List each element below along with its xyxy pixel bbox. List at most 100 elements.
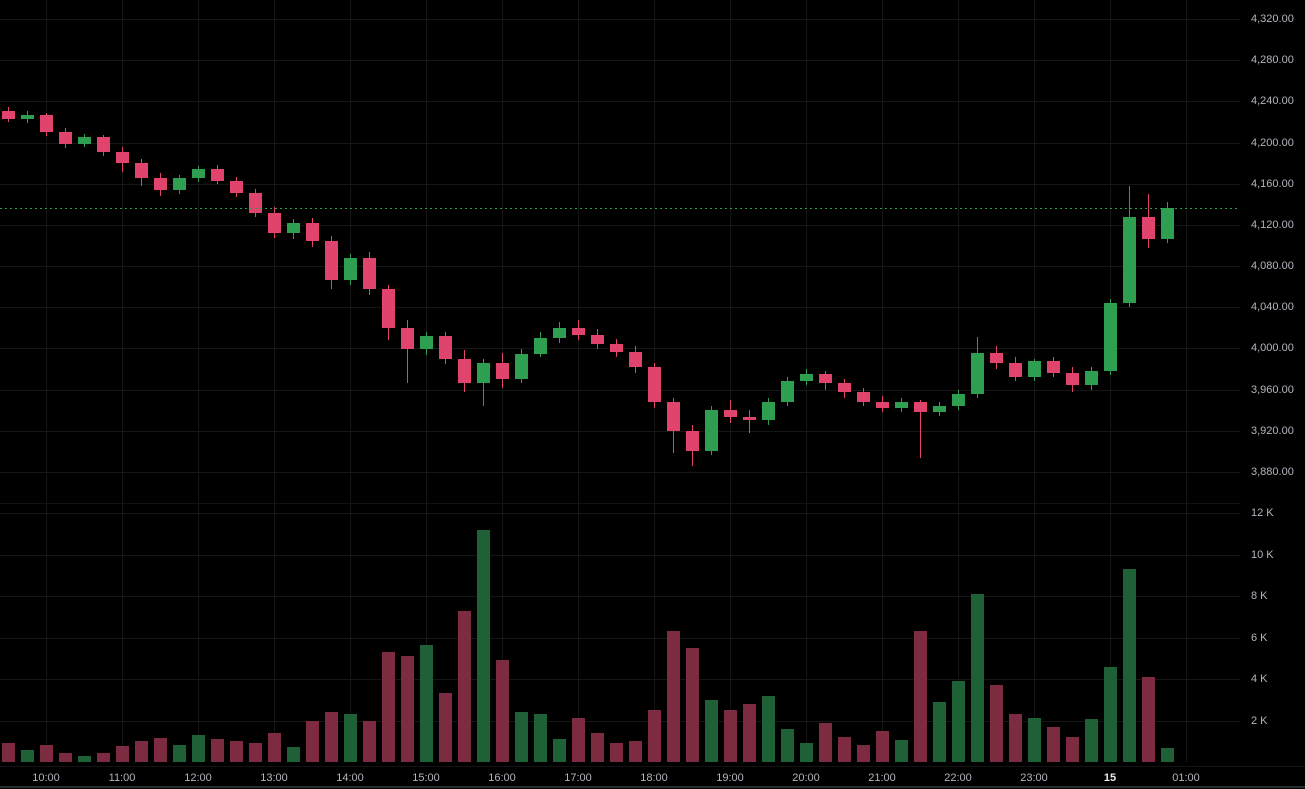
grid-line-horizontal xyxy=(0,430,1240,432)
volume-bar-up xyxy=(933,701,946,762)
candle-up xyxy=(1085,371,1098,386)
candle-up xyxy=(1028,360,1041,378)
volume-bar-down xyxy=(1066,737,1079,762)
grid-line-horizontal xyxy=(0,596,1240,598)
grid-line-vertical xyxy=(730,0,731,762)
candle-down xyxy=(629,351,642,367)
grid-line-horizontal xyxy=(0,679,1240,681)
volume-bar-up xyxy=(173,745,186,762)
grid-line-horizontal xyxy=(0,389,1240,391)
price-axis-label: 4,120.00 xyxy=(1251,218,1294,231)
volume-bar-up xyxy=(781,728,794,762)
grid-line-horizontal xyxy=(0,101,1240,103)
volume-bar-down xyxy=(724,710,737,762)
grid-line-vertical xyxy=(274,0,275,762)
price-axis-label: 4,320.00 xyxy=(1251,13,1294,25)
candle-wick-down xyxy=(749,410,750,433)
grid-line-vertical xyxy=(578,0,579,762)
grid-line-horizontal xyxy=(0,183,1240,185)
volume-bar-up xyxy=(705,699,718,762)
time-axis-label: 11:00 xyxy=(108,772,136,784)
volume-bar-up xyxy=(477,529,490,762)
candle-up xyxy=(553,327,566,339)
volume-bar-up xyxy=(1085,719,1098,762)
candle-down xyxy=(1066,373,1079,386)
candle-up xyxy=(800,374,813,382)
grid-line-horizontal xyxy=(0,554,1240,556)
candle-down xyxy=(914,401,927,413)
volume-bar-up xyxy=(192,735,205,762)
candle-up xyxy=(971,352,984,394)
candle-down xyxy=(268,212,281,234)
volume-bar-down xyxy=(686,648,699,762)
volume-bar-down xyxy=(667,631,680,762)
volume-bar-down xyxy=(1009,714,1022,762)
price-axis-label: 3,880.00 xyxy=(1251,465,1294,478)
volume-bar-up xyxy=(1123,569,1136,762)
volume-bar-down xyxy=(59,752,72,762)
volume-bar-down xyxy=(458,610,471,762)
candle-down xyxy=(97,137,110,152)
volume-bar-up xyxy=(21,749,34,762)
volume-bar-up xyxy=(344,714,357,762)
volume-axis-label: 12 K xyxy=(1251,507,1274,520)
volume-bar-up xyxy=(1028,718,1041,762)
candle-down xyxy=(1009,362,1022,378)
time-axis-label: 13:00 xyxy=(260,772,288,784)
candle-up xyxy=(173,177,186,190)
price-axis-label: 4,160.00 xyxy=(1251,177,1294,190)
time-axis[interactable]: 10:00 11:00 12:00 13:00 14:00 15:00 16:00 17:00… xyxy=(0,766,1305,789)
candle-wick-down xyxy=(407,319,408,384)
time-axis-label: 18:00 xyxy=(640,772,668,784)
candle-up xyxy=(952,393,965,407)
volume-bar-down xyxy=(154,738,167,762)
volume-bar-down xyxy=(629,741,642,762)
candle-up xyxy=(762,401,775,421)
volume-bar-up xyxy=(800,743,813,762)
volume-axis-label: 4 K xyxy=(1251,673,1268,686)
candle-up xyxy=(287,222,300,234)
price-axis[interactable]: 4,320.00 4,280.00 4,240.00 4,200.00 4,160.00… xyxy=(1240,0,1305,766)
grid-line-horizontal xyxy=(0,142,1240,144)
volume-bar-down xyxy=(363,720,376,762)
candle-up xyxy=(705,410,718,452)
grid-line-vertical xyxy=(122,0,123,762)
candle-up xyxy=(192,169,205,178)
grid-line-horizontal xyxy=(0,513,1240,515)
candle-down xyxy=(743,417,756,421)
volume-bar-down xyxy=(648,710,661,762)
volume-bar-up xyxy=(78,755,91,762)
grid-line-vertical xyxy=(198,0,199,762)
volume-bar-down xyxy=(268,732,281,762)
volume-bar-down xyxy=(610,743,623,762)
volume-bar-down xyxy=(401,656,414,762)
volume-bar-down xyxy=(135,741,148,762)
candle-down xyxy=(325,241,338,281)
volume-bar-down xyxy=(211,739,224,762)
volume-bar-up xyxy=(971,594,984,762)
candle-down xyxy=(838,383,851,392)
volume-bar-down xyxy=(382,652,395,762)
volume-bar-down xyxy=(249,743,262,762)
candle-down xyxy=(249,192,262,213)
volume-bar-down xyxy=(230,741,243,762)
grid-line-horizontal xyxy=(0,720,1240,722)
volume-bar-up xyxy=(1104,666,1117,762)
candle-up xyxy=(21,114,34,119)
grid-line-horizontal xyxy=(0,224,1240,226)
volume-bar-up xyxy=(952,681,965,762)
chart-canvas[interactable] xyxy=(0,0,1240,766)
candle-up xyxy=(534,338,547,354)
candle-down xyxy=(439,336,452,359)
candle-down xyxy=(610,344,623,352)
grid-line-vertical xyxy=(1110,0,1111,762)
volume-bar-up xyxy=(515,712,528,762)
volume-bar-up xyxy=(553,739,566,762)
candle-down xyxy=(382,288,395,328)
grid-line-horizontal xyxy=(0,19,1240,20)
pane-separator xyxy=(0,503,1240,504)
volume-bar-down xyxy=(857,745,870,762)
grid-line-horizontal xyxy=(0,266,1240,268)
price-axis-label: 3,960.00 xyxy=(1251,383,1294,396)
candle-down xyxy=(667,401,680,431)
